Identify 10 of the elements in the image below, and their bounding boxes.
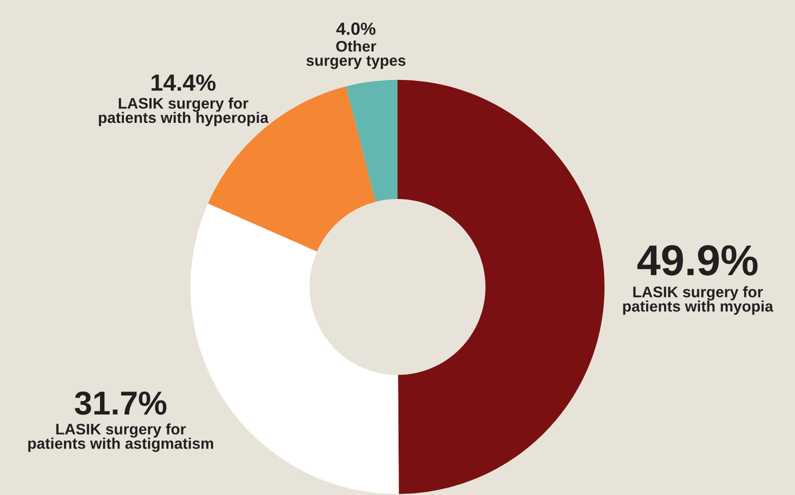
data-label: 49.9% [637,245,758,276]
slice-label: LASIK surgery for patients with myopia [623,286,774,315]
slice-label: LASIK surgery for patients with astigmatism [28,423,214,452]
slice-label: LASIK surgery for patients with hyperopia [98,98,269,126]
data-label: 31.7% [74,391,166,415]
donut-slice [346,80,398,202]
slice-label: Other surgery types [306,40,406,70]
data-label: 4.0% [336,22,376,35]
data-label: 14.4% [152,74,216,91]
donut-slice [398,80,605,494]
